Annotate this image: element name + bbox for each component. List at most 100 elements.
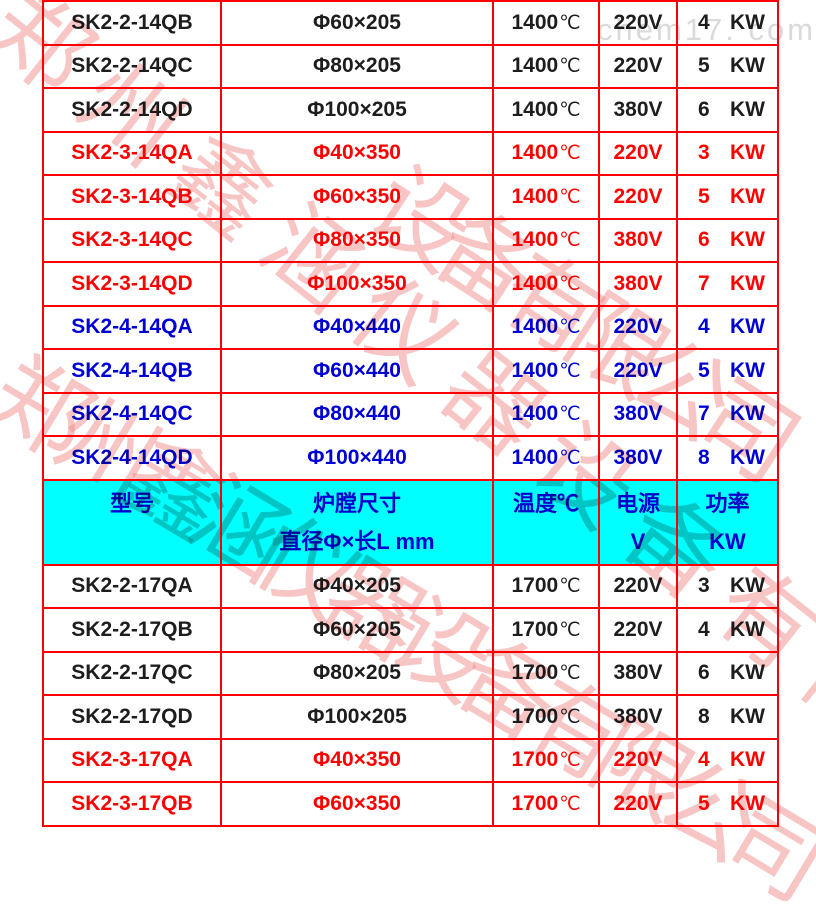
header-power-label: 功率 <box>705 490 750 516</box>
model-cell: SK2-3-17QA <box>42 737 222 783</box>
power-unit: KW <box>730 271 765 295</box>
power-cell: 4 KW <box>676 737 779 783</box>
temp-value: 1400 <box>511 54 559 78</box>
power-cell: 5 KW <box>676 348 779 394</box>
power-unit: KW <box>730 791 765 815</box>
temp-cell: 1400℃ <box>492 130 600 176</box>
size-cell: Φ100×205 <box>220 87 494 133</box>
power-cell: 5 KW <box>676 43 779 89</box>
temp-value: 1400 <box>511 97 559 121</box>
temp-value: 1400 <box>511 141 559 165</box>
power-unit: KW <box>730 10 765 34</box>
power-value: 4 <box>698 617 710 641</box>
size-cell: Φ100×440 <box>220 435 494 481</box>
voltage-cell: 220V <box>598 0 678 46</box>
temp-cell: 1400℃ <box>492 174 600 220</box>
temp-value: 1700 <box>511 704 559 728</box>
power-cell: 8 KW <box>676 694 779 740</box>
table-row: SK2-4-14QC Φ80×440 1400℃ 380V 7 KW <box>42 391 779 437</box>
model-cell: SK2-4-14QC <box>42 391 222 437</box>
power-value: 8 <box>698 704 710 728</box>
temp-value: 1400 <box>511 184 559 208</box>
temp-value: 1400 <box>511 402 559 426</box>
power-unit: KW <box>730 184 765 208</box>
power-value: 4 <box>698 10 710 34</box>
power-cell: 4 KW <box>676 607 779 653</box>
temp-cell: 1400℃ <box>492 435 600 481</box>
temp-cell: 1400℃ <box>492 304 600 350</box>
power-unit: KW <box>730 402 765 426</box>
table-row: SK2-3-14QA Φ40×350 1400℃ 220V 3 KW <box>42 130 779 176</box>
power-cell: 8 KW <box>676 435 779 481</box>
power-cell: 7 KW <box>676 391 779 437</box>
temp-value: 1400 <box>511 445 559 469</box>
size-cell: Φ40×350 <box>220 737 494 783</box>
header-size-sublabel: 直径Φ×长L mm <box>279 528 435 554</box>
voltage-cell: 380V <box>598 650 678 696</box>
table-row: SK2-2-17QB Φ60×205 1700℃ 220V 4 KW <box>42 607 779 653</box>
power-cell: 5 KW <box>676 174 779 220</box>
power-value: 8 <box>698 445 710 469</box>
temp-value: 1400 <box>511 315 559 339</box>
size-cell: Φ80×440 <box>220 391 494 437</box>
size-cell: Φ40×440 <box>220 304 494 350</box>
voltage-cell: 220V <box>598 607 678 653</box>
power-cell: 3 KW <box>676 563 779 609</box>
celsius-unit: ℃ <box>559 56 581 78</box>
temp-cell: 1400℃ <box>492 0 600 46</box>
celsius-unit: ℃ <box>559 619 581 641</box>
celsius-unit: ℃ <box>559 99 581 121</box>
table-row: SK2-2-17QD Φ100×205 1700℃ 380V 8 KW <box>42 694 779 740</box>
header-size: 炉膛尺寸直径Φ×长L mm <box>220 478 494 566</box>
table-row: SK2-3-17QB Φ60×350 1700℃ 220V 5 KW <box>42 781 779 827</box>
header-power-supply-label: 电源 <box>615 490 660 516</box>
celsius-unit: ℃ <box>559 706 581 728</box>
voltage-cell: 380V <box>598 217 678 263</box>
header-model-label: 型号 <box>109 490 154 516</box>
temp-value: 1400 <box>511 228 559 252</box>
header-size-label: 炉膛尺寸 <box>312 490 401 516</box>
temp-cell: 1400℃ <box>492 261 600 307</box>
celsius-unit: ℃ <box>559 663 581 685</box>
model-cell: SK2-2-17QD <box>42 694 222 740</box>
voltage-cell: 380V <box>598 435 678 481</box>
power-unit: KW <box>730 574 765 598</box>
temp-value: 1700 <box>511 791 559 815</box>
size-cell: Φ80×205 <box>220 43 494 89</box>
table-row: SK2-4-14QB Φ60×440 1400℃ 220V 5 KW <box>42 348 779 394</box>
model-cell: SK2-3-14QC <box>42 217 222 263</box>
size-cell: Φ100×205 <box>220 694 494 740</box>
temp-cell: 1700℃ <box>492 781 600 827</box>
size-cell: Φ60×350 <box>220 781 494 827</box>
table-row: SK2-3-17QA Φ40×350 1700℃ 220V 4 KW <box>42 737 779 783</box>
voltage-cell: 220V <box>598 563 678 609</box>
temp-cell: 1700℃ <box>492 563 600 609</box>
celsius-unit: ℃ <box>559 230 581 252</box>
temp-cell: 1700℃ <box>492 737 600 783</box>
power-cell: 4 KW <box>676 304 779 350</box>
temp-cell: 1400℃ <box>492 43 600 89</box>
celsius-unit: ℃ <box>559 273 581 295</box>
celsius-unit: ℃ <box>559 186 581 208</box>
temp-value: 1700 <box>511 617 559 641</box>
voltage-cell: 220V <box>598 174 678 220</box>
model-cell: SK2-4-14QA <box>42 304 222 350</box>
power-unit: KW <box>730 358 765 382</box>
power-cell: 5 KW <box>676 781 779 827</box>
table-row: SK2-4-14QD Φ100×440 1400℃ 380V 8 KW <box>42 435 779 481</box>
model-cell: SK2-2-17QC <box>42 650 222 696</box>
celsius-unit: ℃ <box>559 360 581 382</box>
size-cell: Φ80×205 <box>220 650 494 696</box>
table-row: SK2-2-14QB Φ60×205 1400℃ 220V 4 KW <box>42 0 779 46</box>
size-cell: Φ60×440 <box>220 348 494 394</box>
power-value: 7 <box>698 402 710 426</box>
table-row: SK2-2-14QD Φ100×205 1400℃ 380V 6 KW <box>42 87 779 133</box>
model-cell: SK2-4-14QD <box>42 435 222 481</box>
power-value: 7 <box>698 271 710 295</box>
temp-value: 1700 <box>511 661 559 685</box>
voltage-cell: 220V <box>598 348 678 394</box>
table-row: SK2-2-14QC Φ80×205 1400℃ 220V 5 KW <box>42 43 779 89</box>
temp-cell: 1400℃ <box>492 87 600 133</box>
celsius-unit: ℃ <box>559 576 581 598</box>
celsius-unit: ℃ <box>559 750 581 772</box>
